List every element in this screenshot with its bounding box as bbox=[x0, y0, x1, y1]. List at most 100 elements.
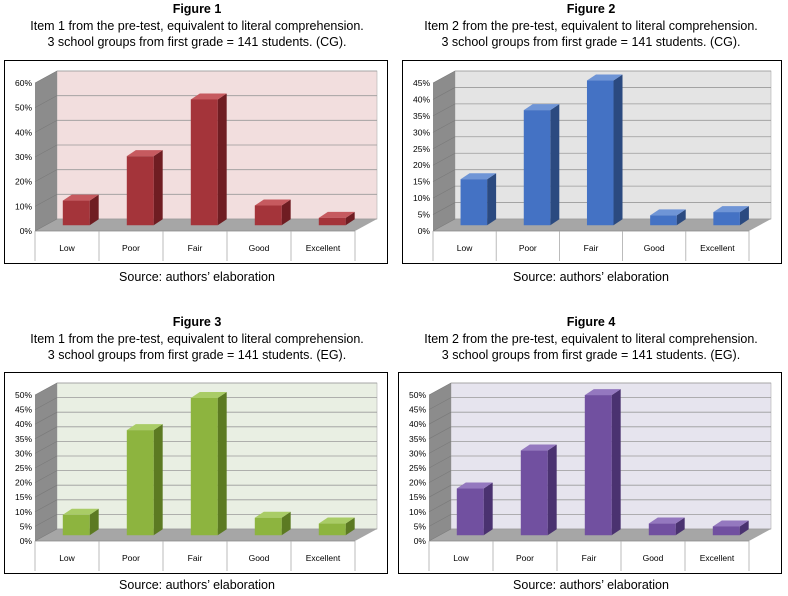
y-tick-label: 10% bbox=[15, 507, 32, 517]
gridline-side bbox=[34, 455, 58, 469]
bar-front bbox=[62, 200, 90, 226]
bar-side bbox=[153, 150, 163, 226]
figure-caption-line-1: Item 2 from the pre-test, equivalent to … bbox=[424, 19, 758, 33]
bar-chart-2: 0% 5% 10% 15% 20% 25% 30% 35% 40% 45% Low Poor Fair G… bbox=[413, 70, 772, 261]
bar-front bbox=[254, 205, 282, 226]
bar bbox=[456, 482, 493, 536]
y-tick-label: 40% bbox=[15, 419, 32, 429]
y-tick-label: 10% bbox=[15, 201, 32, 211]
gridline-side bbox=[432, 87, 456, 100]
bar-top bbox=[650, 209, 686, 216]
bar-front bbox=[456, 488, 484, 536]
y-tick-label: 40% bbox=[409, 419, 426, 429]
y-tick-label: 5% bbox=[414, 521, 427, 531]
bar-side bbox=[739, 206, 749, 226]
bar-top bbox=[584, 389, 621, 396]
bar-chart-4: 0% 5% 10% 15% 20% 25% 30% 35% 40% 45% 50% Low Poor Fa… bbox=[409, 382, 772, 571]
gridline-side bbox=[34, 484, 58, 498]
bar-top bbox=[648, 517, 685, 524]
figure-caption-line-2: 3 school groups from first grade = 141 s… bbox=[47, 35, 347, 49]
bar bbox=[254, 199, 291, 226]
y-tick-label: 0% bbox=[20, 536, 33, 546]
gridline-side bbox=[34, 514, 58, 527]
y-tick-label: 20% bbox=[15, 478, 32, 488]
figure-heading: Figure 2 bbox=[566, 2, 616, 16]
y-tick-label: 5% bbox=[418, 210, 431, 220]
gridline-side bbox=[34, 470, 58, 483]
bar-front bbox=[648, 523, 676, 536]
gridline-side bbox=[34, 397, 58, 410]
gridline-side bbox=[34, 120, 58, 133]
x-tick-label: Low bbox=[453, 553, 469, 563]
gridline-side bbox=[428, 514, 452, 527]
bar-front bbox=[190, 99, 218, 226]
gridline-side bbox=[34, 382, 58, 396]
bar bbox=[126, 150, 163, 226]
bar bbox=[318, 517, 355, 536]
gridline-side bbox=[428, 470, 452, 483]
bar-side bbox=[675, 517, 685, 536]
bar-front bbox=[126, 156, 154, 226]
figure-heading: Figure 3 bbox=[172, 315, 222, 329]
source-note: Source: authors’ elaboration bbox=[513, 270, 669, 284]
figure-panel-4: Figure 4 Item 2 from the pre-test, equiv… bbox=[394, 298, 788, 596]
gridline-side bbox=[34, 194, 58, 207]
chart-frame: 0% 5% 10% 15% 20% 25% 30% 35% 40% 45% 50% Low Poor Fa… bbox=[4, 372, 388, 574]
figure-heading: Figure 1 bbox=[172, 2, 222, 16]
bar bbox=[190, 392, 227, 536]
gridline-side bbox=[34, 528, 58, 542]
figure-caption-line-2: 3 school groups from first grade = 141 s… bbox=[47, 348, 347, 362]
bar bbox=[62, 194, 99, 226]
bar-side bbox=[217, 93, 227, 226]
gridline-side bbox=[34, 144, 58, 158]
gridline-side bbox=[34, 169, 58, 182]
chart-side-wall bbox=[433, 71, 455, 231]
bar-side bbox=[487, 173, 497, 226]
gridline-side bbox=[34, 411, 58, 425]
y-tick-label: 30% bbox=[413, 127, 430, 137]
y-tick-label: 30% bbox=[15, 448, 32, 458]
y-tick-label: 25% bbox=[413, 144, 430, 154]
gridline-side bbox=[428, 441, 452, 454]
gridline-side bbox=[432, 70, 456, 84]
bar bbox=[713, 206, 749, 226]
bar bbox=[586, 74, 623, 226]
bar-front bbox=[586, 80, 614, 226]
bar-top bbox=[712, 520, 749, 527]
bar-top bbox=[190, 392, 227, 398]
bar bbox=[523, 104, 560, 226]
gridline-side bbox=[34, 499, 58, 513]
bar-side bbox=[483, 482, 493, 536]
y-tick-label: 50% bbox=[409, 390, 426, 400]
x-tick-label: Good bbox=[249, 553, 270, 563]
y-tick-label: 25% bbox=[15, 463, 32, 473]
y-tick-label: 15% bbox=[15, 492, 32, 502]
bar-top bbox=[460, 173, 497, 180]
bar-side bbox=[676, 209, 686, 226]
bar-front bbox=[713, 212, 740, 226]
x-tick-label: Good bbox=[249, 243, 270, 253]
bar-side bbox=[89, 194, 99, 226]
bar bbox=[254, 511, 291, 536]
y-tick-label: 30% bbox=[15, 152, 32, 162]
gridline-side bbox=[428, 397, 452, 410]
y-tick-label: 20% bbox=[15, 177, 32, 187]
gridline-side bbox=[428, 455, 452, 469]
bar-top bbox=[318, 211, 355, 218]
bar-top bbox=[126, 424, 163, 431]
source-note: Source: authors’ elaboration bbox=[119, 578, 275, 592]
figure-panel-3: Figure 3 Item 1 from the pre-test, equiv… bbox=[0, 298, 394, 596]
x-tick-label: Poor bbox=[519, 243, 537, 253]
bar-side bbox=[547, 444, 557, 536]
gridline-side bbox=[432, 185, 456, 199]
bar-top bbox=[190, 93, 227, 100]
gridline-side bbox=[432, 169, 456, 182]
x-tick-label: Low bbox=[457, 243, 473, 253]
x-tick-label: Good bbox=[643, 553, 664, 563]
gridline-side bbox=[428, 528, 452, 542]
y-tick-label: 50% bbox=[15, 103, 32, 113]
bar bbox=[650, 209, 686, 226]
gridline-side bbox=[428, 426, 452, 440]
source-note: Source: authors’ elaboration bbox=[119, 270, 275, 284]
bar-side bbox=[345, 211, 355, 226]
